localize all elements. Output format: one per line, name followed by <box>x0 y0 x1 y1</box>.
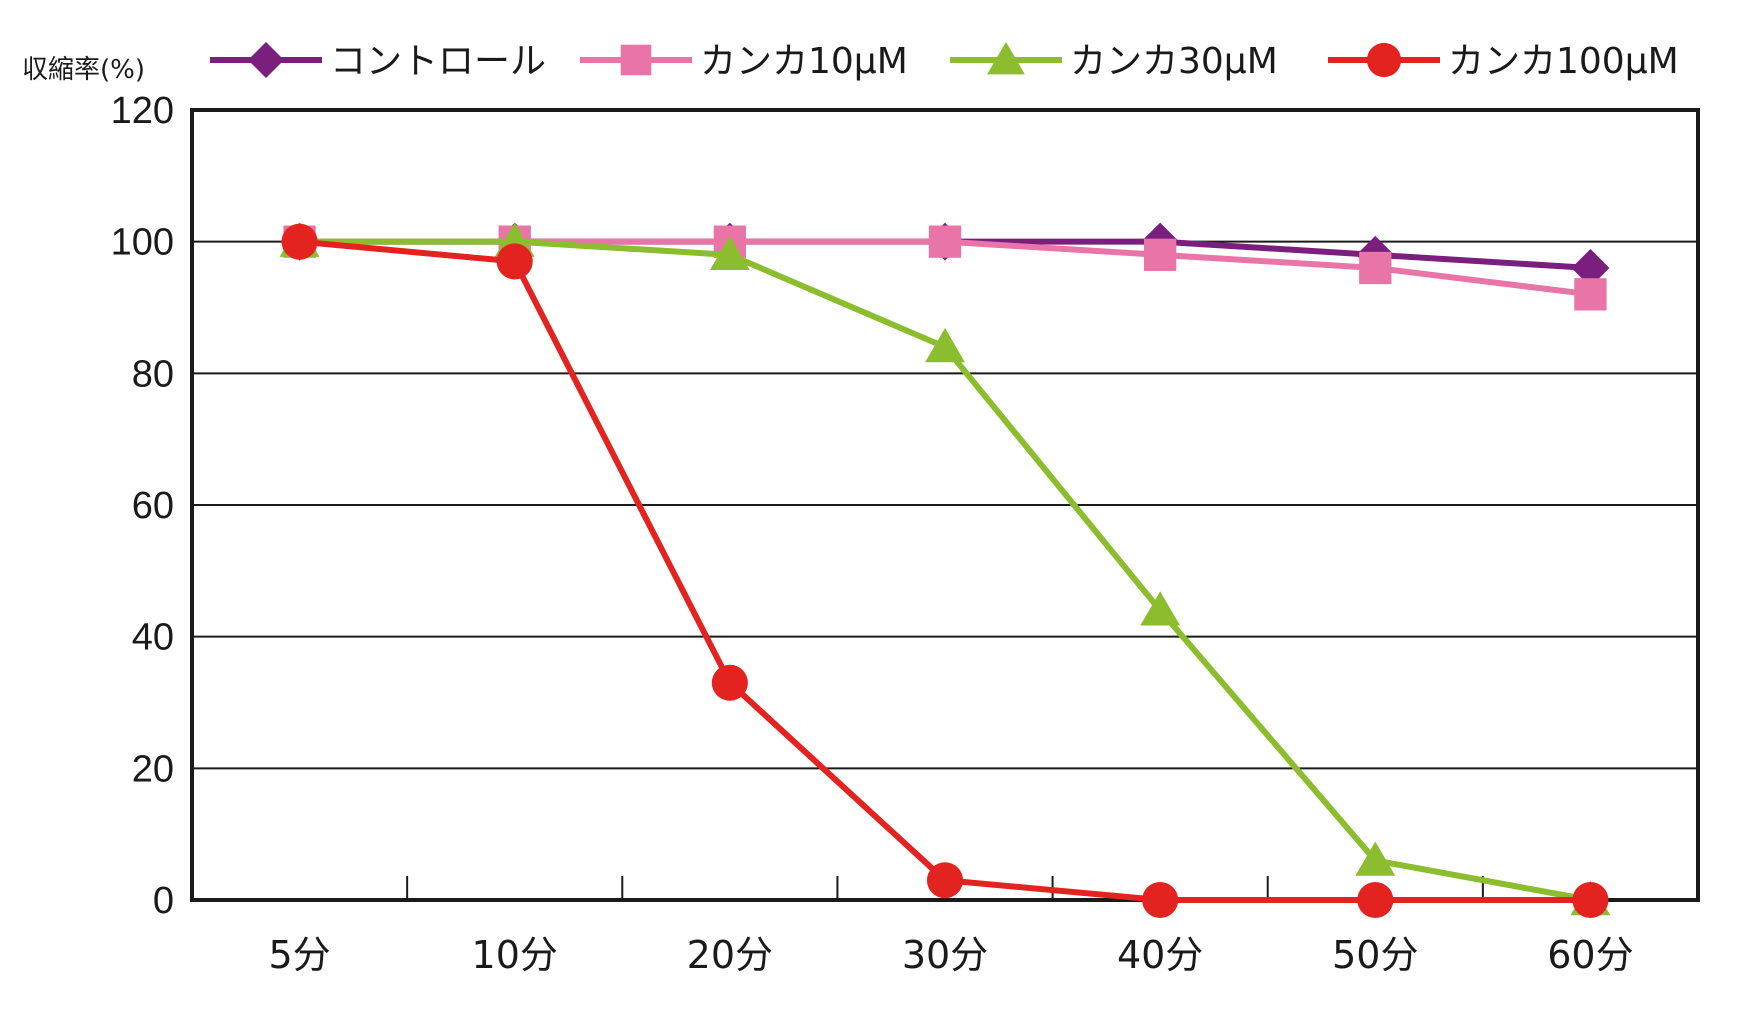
y-tick-label: 80 <box>132 353 174 395</box>
data-point <box>1142 881 1179 919</box>
data-point <box>281 223 318 260</box>
y-tick-label: 20 <box>132 748 174 790</box>
legend-label: カンカ30μM <box>1070 41 1278 82</box>
legend-marker <box>620 44 652 76</box>
legend-label: コントロール <box>330 41 546 82</box>
data-point <box>928 225 962 258</box>
legend-item: カンカ30μM <box>950 41 1278 82</box>
y-tick-label: 100 <box>111 222 174 264</box>
y-tick-label: 0 <box>153 880 174 922</box>
data-point <box>496 243 533 280</box>
y-axis-label: 収縮率(%) <box>22 55 145 85</box>
data-point <box>1572 881 1609 919</box>
data-point <box>1359 251 1392 285</box>
data-point <box>1571 249 1610 287</box>
legend-item: カンカ10μM <box>580 41 908 82</box>
legend-label: カンカ100μM <box>1448 41 1679 82</box>
x-axis: 5分 10分 20分 30分 40分 50分 60分 <box>268 876 1634 977</box>
x-tick-label: 50分 <box>1332 933 1418 977</box>
x-tick-label: 60分 <box>1547 933 1633 977</box>
legend: コントロール カンカ10μM カンカ30μM カンカ100μM <box>210 41 1679 82</box>
x-tick-label: 10分 <box>472 933 558 977</box>
data-point <box>1140 591 1181 626</box>
y-axis: 0 20 40 60 80 100 120 <box>111 90 174 922</box>
data-point <box>709 235 750 271</box>
plot-area-frame <box>190 108 1700 902</box>
series-group <box>279 222 1611 919</box>
x-tick-label: 20分 <box>687 933 773 977</box>
legend-label: カンカ10μM <box>700 41 908 82</box>
data-point <box>711 664 748 701</box>
data-point <box>1574 278 1607 311</box>
legend-marker <box>248 42 284 78</box>
data-point <box>925 328 965 363</box>
x-tick-label: 30分 <box>902 933 988 977</box>
legend-marker <box>1366 42 1402 78</box>
y-tick-label: 60 <box>132 485 174 527</box>
y-tick-label: 120 <box>111 90 174 132</box>
series-1 <box>283 225 1607 311</box>
x-tick-label: 5分 <box>268 933 330 977</box>
legend-item: カンカ100μM <box>1328 41 1679 82</box>
data-point <box>1355 841 1396 876</box>
legend-item: コントロール <box>210 41 546 82</box>
series-3 <box>281 223 1609 919</box>
data-point <box>1143 238 1177 271</box>
legend-marker <box>987 42 1025 75</box>
y-tick-label: 40 <box>132 617 174 659</box>
x-tick-label: 40分 <box>1117 933 1203 977</box>
series-2 <box>279 222 1611 916</box>
gridlines <box>192 240 1698 770</box>
data-point <box>1357 881 1394 919</box>
data-point <box>926 862 964 899</box>
